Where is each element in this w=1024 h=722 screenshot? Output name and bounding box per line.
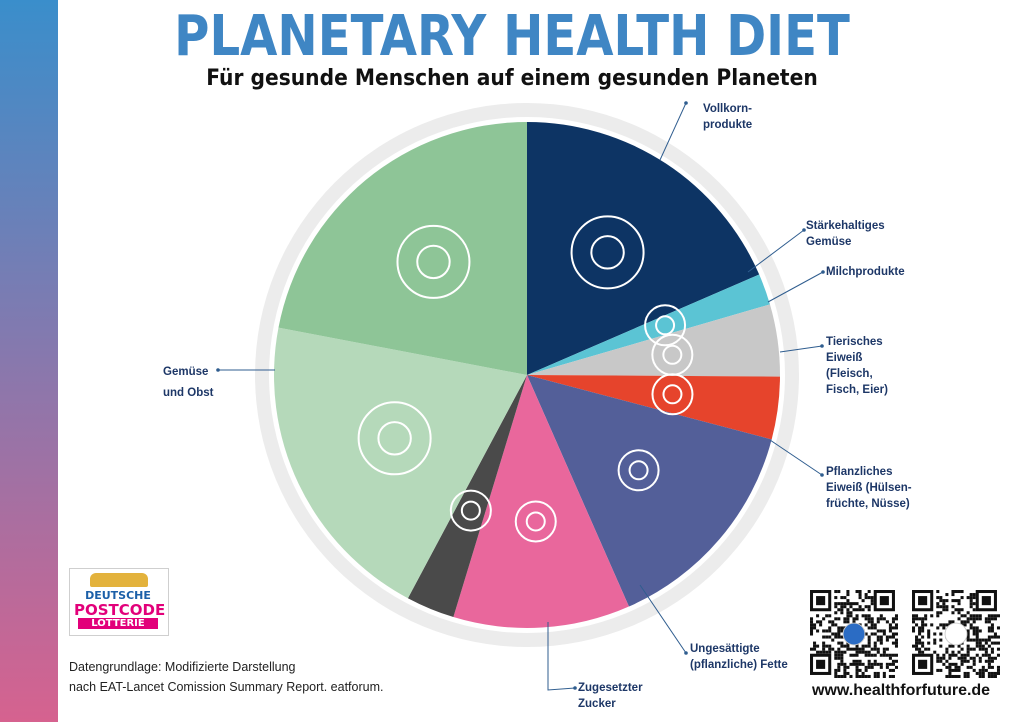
label-milch: Milchprodukte bbox=[826, 266, 905, 278]
source-note: Datengrundlage: Modifizierte Darstellung… bbox=[69, 660, 384, 694]
leader-line-2 bbox=[767, 271, 824, 303]
pie-slice-3 bbox=[527, 375, 780, 440]
qr-code-healthforfuture[interactable] bbox=[810, 590, 898, 678]
label-staerke: Stärkehaltiges Gemüse bbox=[806, 220, 885, 248]
potato-icon bbox=[644, 304, 687, 347]
label-vollkorn: Vollkorn-produkte bbox=[703, 103, 753, 131]
leader-line-6 bbox=[547, 622, 576, 691]
page-title: PLANETARY HEALTH DIET bbox=[174, 4, 850, 69]
leader-line-0 bbox=[659, 102, 687, 161]
label-fette: Ungesättigte (pflanzliche) Fette bbox=[690, 643, 788, 671]
website-link[interactable]: www.healthforfuture.de bbox=[812, 682, 991, 699]
leader-line-3 bbox=[779, 345, 823, 353]
label-tierisch: Tierisches Eiweiß (Fleisch, Fisch, Eier) bbox=[826, 336, 888, 396]
pie-slice-4 bbox=[527, 375, 772, 607]
postcode-lotterie-logo: DEUTSCHE POSTCODE LOTTERIE bbox=[69, 568, 169, 636]
vegetable-icon bbox=[396, 224, 471, 299]
pie-slice-6 bbox=[407, 375, 527, 618]
leader-line-1 bbox=[747, 229, 805, 273]
oil-icon bbox=[514, 500, 557, 543]
label-gemuese-obst: Gemüse und Obst bbox=[163, 366, 214, 399]
label-pflanzlich: Pflanzliches Eiweiß (Hülsen-früchte, Nüss… bbox=[826, 466, 912, 510]
pie-slice-7 bbox=[273, 327, 527, 599]
pie-slice-8 bbox=[278, 122, 527, 375]
crown-icon bbox=[90, 573, 148, 587]
cow-icon bbox=[651, 373, 694, 416]
page-subtitle: Für gesunde Menschen auf einem gesunden … bbox=[206, 66, 818, 91]
sugar-icon bbox=[449, 489, 492, 532]
label-zucker: Zugesetzter Zucker bbox=[578, 682, 643, 710]
gradient-sidebar bbox=[0, 0, 58, 722]
leader-lines bbox=[216, 101, 825, 691]
wheat-icon bbox=[570, 215, 645, 290]
pie-slices bbox=[273, 122, 780, 628]
qr-code-lancet[interactable] bbox=[912, 590, 1000, 678]
leader-line-5 bbox=[639, 584, 687, 654]
leader-line-4 bbox=[769, 439, 823, 476]
beans-icon bbox=[617, 449, 660, 492]
pie-slice-1 bbox=[527, 274, 770, 375]
fruit-icon bbox=[357, 401, 432, 476]
slice-icons bbox=[357, 215, 694, 543]
